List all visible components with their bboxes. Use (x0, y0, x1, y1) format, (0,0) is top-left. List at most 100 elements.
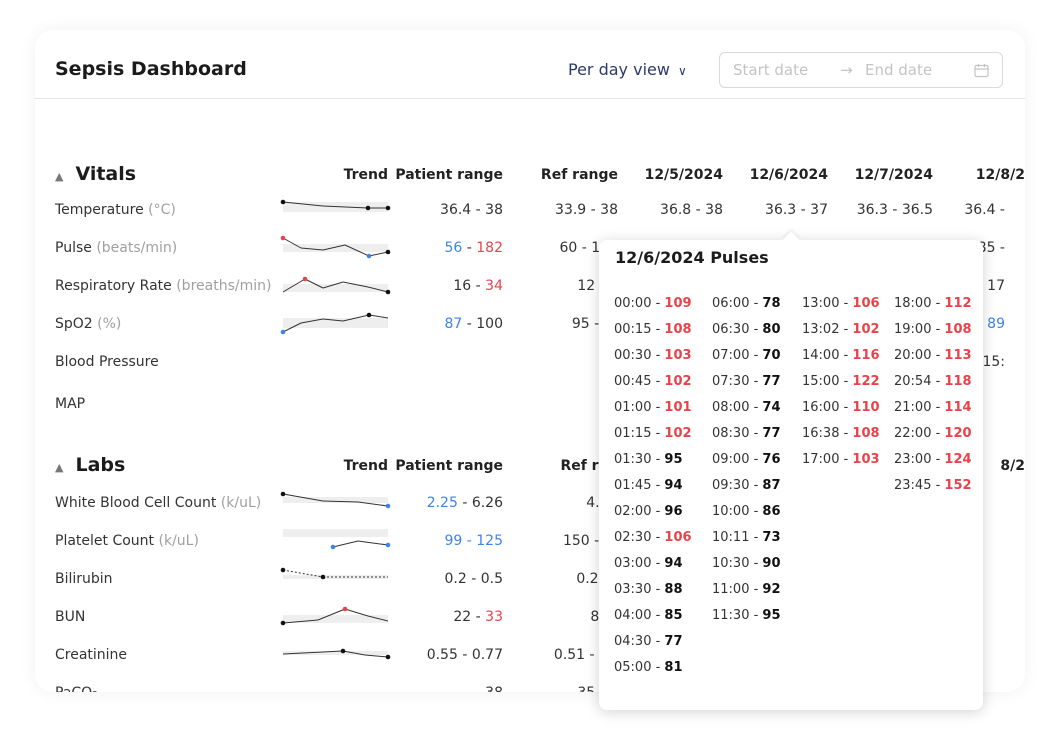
trend-line-segment (300, 247, 324, 251)
ref-band (283, 651, 388, 655)
pulse-reading: 07:30 - 77 (712, 374, 781, 400)
labs-section-title[interactable]: ▲ Labs (55, 454, 125, 476)
trend-line-segment (282, 619, 319, 624)
vital-day-value-part: 36.4 - (964, 202, 1005, 218)
lab-patient-range-part: 22 - (453, 609, 486, 625)
pulse-time: 04:00 - (614, 608, 665, 623)
calendar-icon[interactable] (974, 63, 989, 78)
lab-ref-range: 35 - 4 (577, 685, 618, 692)
vital-unit: (breaths/min) (171, 278, 272, 294)
lab-name: Platelet Count (55, 533, 155, 549)
trend-point (280, 199, 286, 205)
trend-point (280, 567, 286, 573)
pulse-time: 11:00 - (712, 582, 763, 597)
pulse-time: 08:00 - (712, 400, 763, 415)
pulse-value: 118 (944, 374, 972, 389)
caret-up-icon[interactable]: ▲ (55, 461, 64, 474)
pulse-reading: 08:00 - 74 (712, 400, 781, 426)
pulse-time: 06:30 - (712, 322, 763, 337)
pulse-reading: 04:00 - 85 (614, 608, 692, 634)
vital-unit: (%) (92, 316, 122, 332)
pulse-time: 01:45 - (614, 478, 665, 493)
trend-line-segment (367, 286, 389, 293)
lab-trend-sparkline (280, 491, 391, 509)
lab-name: PaCO₂ (55, 685, 98, 692)
pulse-time: 23:45 - (894, 478, 945, 493)
ref-band (283, 318, 388, 328)
vital-day-value: 36.3 - 37 (765, 202, 828, 218)
pulse-reading: 02:00 - 96 (614, 504, 692, 530)
pulse-value: 102 (664, 426, 692, 441)
trend-point (385, 542, 391, 548)
trend-point (280, 620, 286, 626)
pulse-value: 114 (944, 400, 972, 415)
pulse-reading: 20:00 - 113 (894, 348, 972, 374)
labs-row-label: White Blood Cell Count (k/uL) (55, 495, 261, 511)
labs-row-label: Platelet Count (k/uL) (55, 533, 199, 549)
lab-trend-sparkline (280, 606, 389, 626)
pulse-value: 96 (664, 504, 683, 519)
lab-patient-range-part: 0.2 - 0.5 (444, 571, 503, 587)
trend-point (330, 544, 336, 550)
view-select[interactable]: Per day view ∨ (568, 60, 687, 79)
vital-trend-sparkline (280, 199, 391, 212)
pulse-reading: 13:02 - 102 (802, 322, 880, 348)
labs-row-label: Creatinine (55, 647, 127, 663)
pulse-time: 09:30 - (712, 478, 763, 493)
pulse-reading: 13:00 - 106 (802, 296, 880, 322)
pulse-value: 77 (664, 634, 683, 649)
popover-title: 12/6/2024 Pulses (615, 248, 769, 267)
lab-patient-range: 0.55 - 0.77 (427, 647, 503, 663)
trend-line-segment (282, 278, 306, 293)
trend-line-segment (344, 608, 369, 617)
trend-line-segment (282, 569, 324, 578)
vitals-row-label: Temperature (°C) (55, 202, 176, 218)
range-arrow: → (840, 61, 853, 79)
pulse-reading: 23:00 - 124 (894, 452, 972, 478)
vitals-section-title[interactable]: ▲ Vitals (55, 163, 136, 185)
pulse-time: 13:02 - (802, 322, 853, 337)
lab-trend-sparkline (280, 567, 388, 580)
pulse-value: 116 (852, 348, 880, 363)
ref-band (283, 529, 388, 537)
vitals-row-label: Respiratory Rate (breaths/min) (55, 278, 271, 294)
pulse-value: 70 (762, 348, 781, 363)
pulse-value: 94 (664, 556, 683, 571)
pulse-reading: 04:30 - 77 (614, 634, 692, 660)
trend-line-segment (342, 281, 369, 288)
lab-patient-range: 99 - 125 (445, 533, 504, 549)
trend-line-segment (322, 244, 346, 251)
pulse-value: 152 (944, 478, 972, 493)
start-date-input[interactable]: Start date (733, 61, 809, 79)
pulse-reading: 03:00 - 94 (614, 556, 692, 582)
vital-name: Blood Pressure (55, 354, 159, 370)
ref-band (283, 284, 388, 292)
pulse-time: 03:30 - (614, 582, 665, 597)
vitals-row-label: Pulse (beats/min) (55, 240, 177, 256)
lab-name: Creatinine (55, 647, 128, 663)
pulse-time: 07:30 - (712, 374, 763, 389)
ref-band (283, 615, 388, 623)
end-date-input[interactable]: End date (865, 61, 933, 79)
pulse-value: 76 (762, 452, 781, 467)
pulse-value: 77 (762, 426, 781, 441)
trend-line-segment (282, 201, 324, 207)
date-range-picker[interactable]: Start date → End date (719, 52, 1003, 88)
trend-line-segment (282, 493, 324, 502)
caret-up-icon[interactable]: ▲ (55, 170, 64, 183)
vital-day-value-part: 85 - (977, 240, 1005, 256)
lab-patient-range: 38 (485, 685, 503, 692)
pulse-reading: 01:45 - 94 (614, 478, 692, 504)
vital-day-value: 15: (982, 354, 1005, 370)
pulse-time: 06:00 - (712, 296, 763, 311)
vital-trend-sparkline (280, 235, 391, 259)
trend-point (366, 253, 372, 259)
vital-patient-range: 87 - 100 (444, 316, 503, 332)
vital-day-value: 36.8 - 38 (660, 202, 723, 218)
pulse-time: 20:00 - (894, 348, 945, 363)
trend-line-segment (364, 654, 389, 658)
trend-line-segment (342, 314, 370, 322)
vital-patient-range-part: 56 (444, 240, 463, 256)
pulse-value: 112 (944, 296, 972, 311)
pulse-value: 95 (664, 452, 683, 467)
